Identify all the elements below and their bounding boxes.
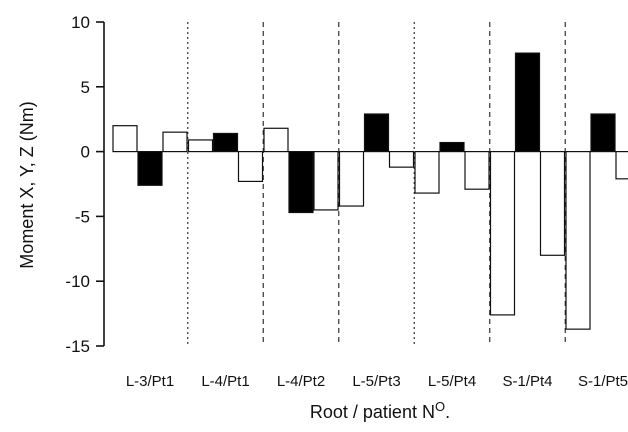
x-category-label: L-5/Pt4 [428,373,476,390]
x-category-label: S-1/Pt4 [502,373,552,390]
y-tick-label: 10 [71,13,90,32]
bar [237,151,264,183]
x-category-label: L-3/Pt1 [126,373,174,390]
bar [489,151,516,316]
bar [313,151,339,211]
y-axis: 10 5 0 -5 -10 -15 [65,13,105,356]
bar [565,151,591,330]
bar [162,131,188,153]
x-category-label: L-4/Pt2 [277,373,325,390]
bar [137,151,163,186]
y-axis-title: Moment X, Y, Z (Nm) [17,101,37,268]
bar [590,113,616,153]
y-tick-label: -15 [65,337,90,356]
x-axis-title-text: Root / patient N [310,402,435,422]
bar [338,151,365,207]
bar [615,151,628,180]
x-category-label: L-5/Pt3 [352,373,400,390]
bar [288,151,314,214]
bar [414,151,440,194]
bar [212,132,239,153]
x-axis-title-period: . [445,402,450,422]
x-category-label: S-1/Pt5 [578,373,628,390]
y-tick-label: 0 [81,143,90,162]
group-separators [187,22,566,346]
x-category-label: L-4/Pt1 [201,373,249,390]
bar [514,52,541,153]
y-tick-label: -10 [65,272,90,291]
bar [263,127,289,153]
bar [363,113,390,153]
x-axis-title-superscript: O [435,399,445,414]
bar-marks [112,52,628,330]
bar [539,151,566,256]
bar [112,125,138,153]
category-labels: L-3/Pt1 L-4/Pt1 L-4/Pt2 L-5/Pt3 L-5/Pt4 S-1/P… [126,373,628,390]
y-tick-label: 5 [81,78,90,97]
bar [439,141,465,153]
bar [187,139,214,153]
x-axis-title: Root / patient NO. [310,399,450,422]
bar [388,151,415,168]
y-tick-label: -5 [75,207,90,226]
bar [464,151,490,190]
